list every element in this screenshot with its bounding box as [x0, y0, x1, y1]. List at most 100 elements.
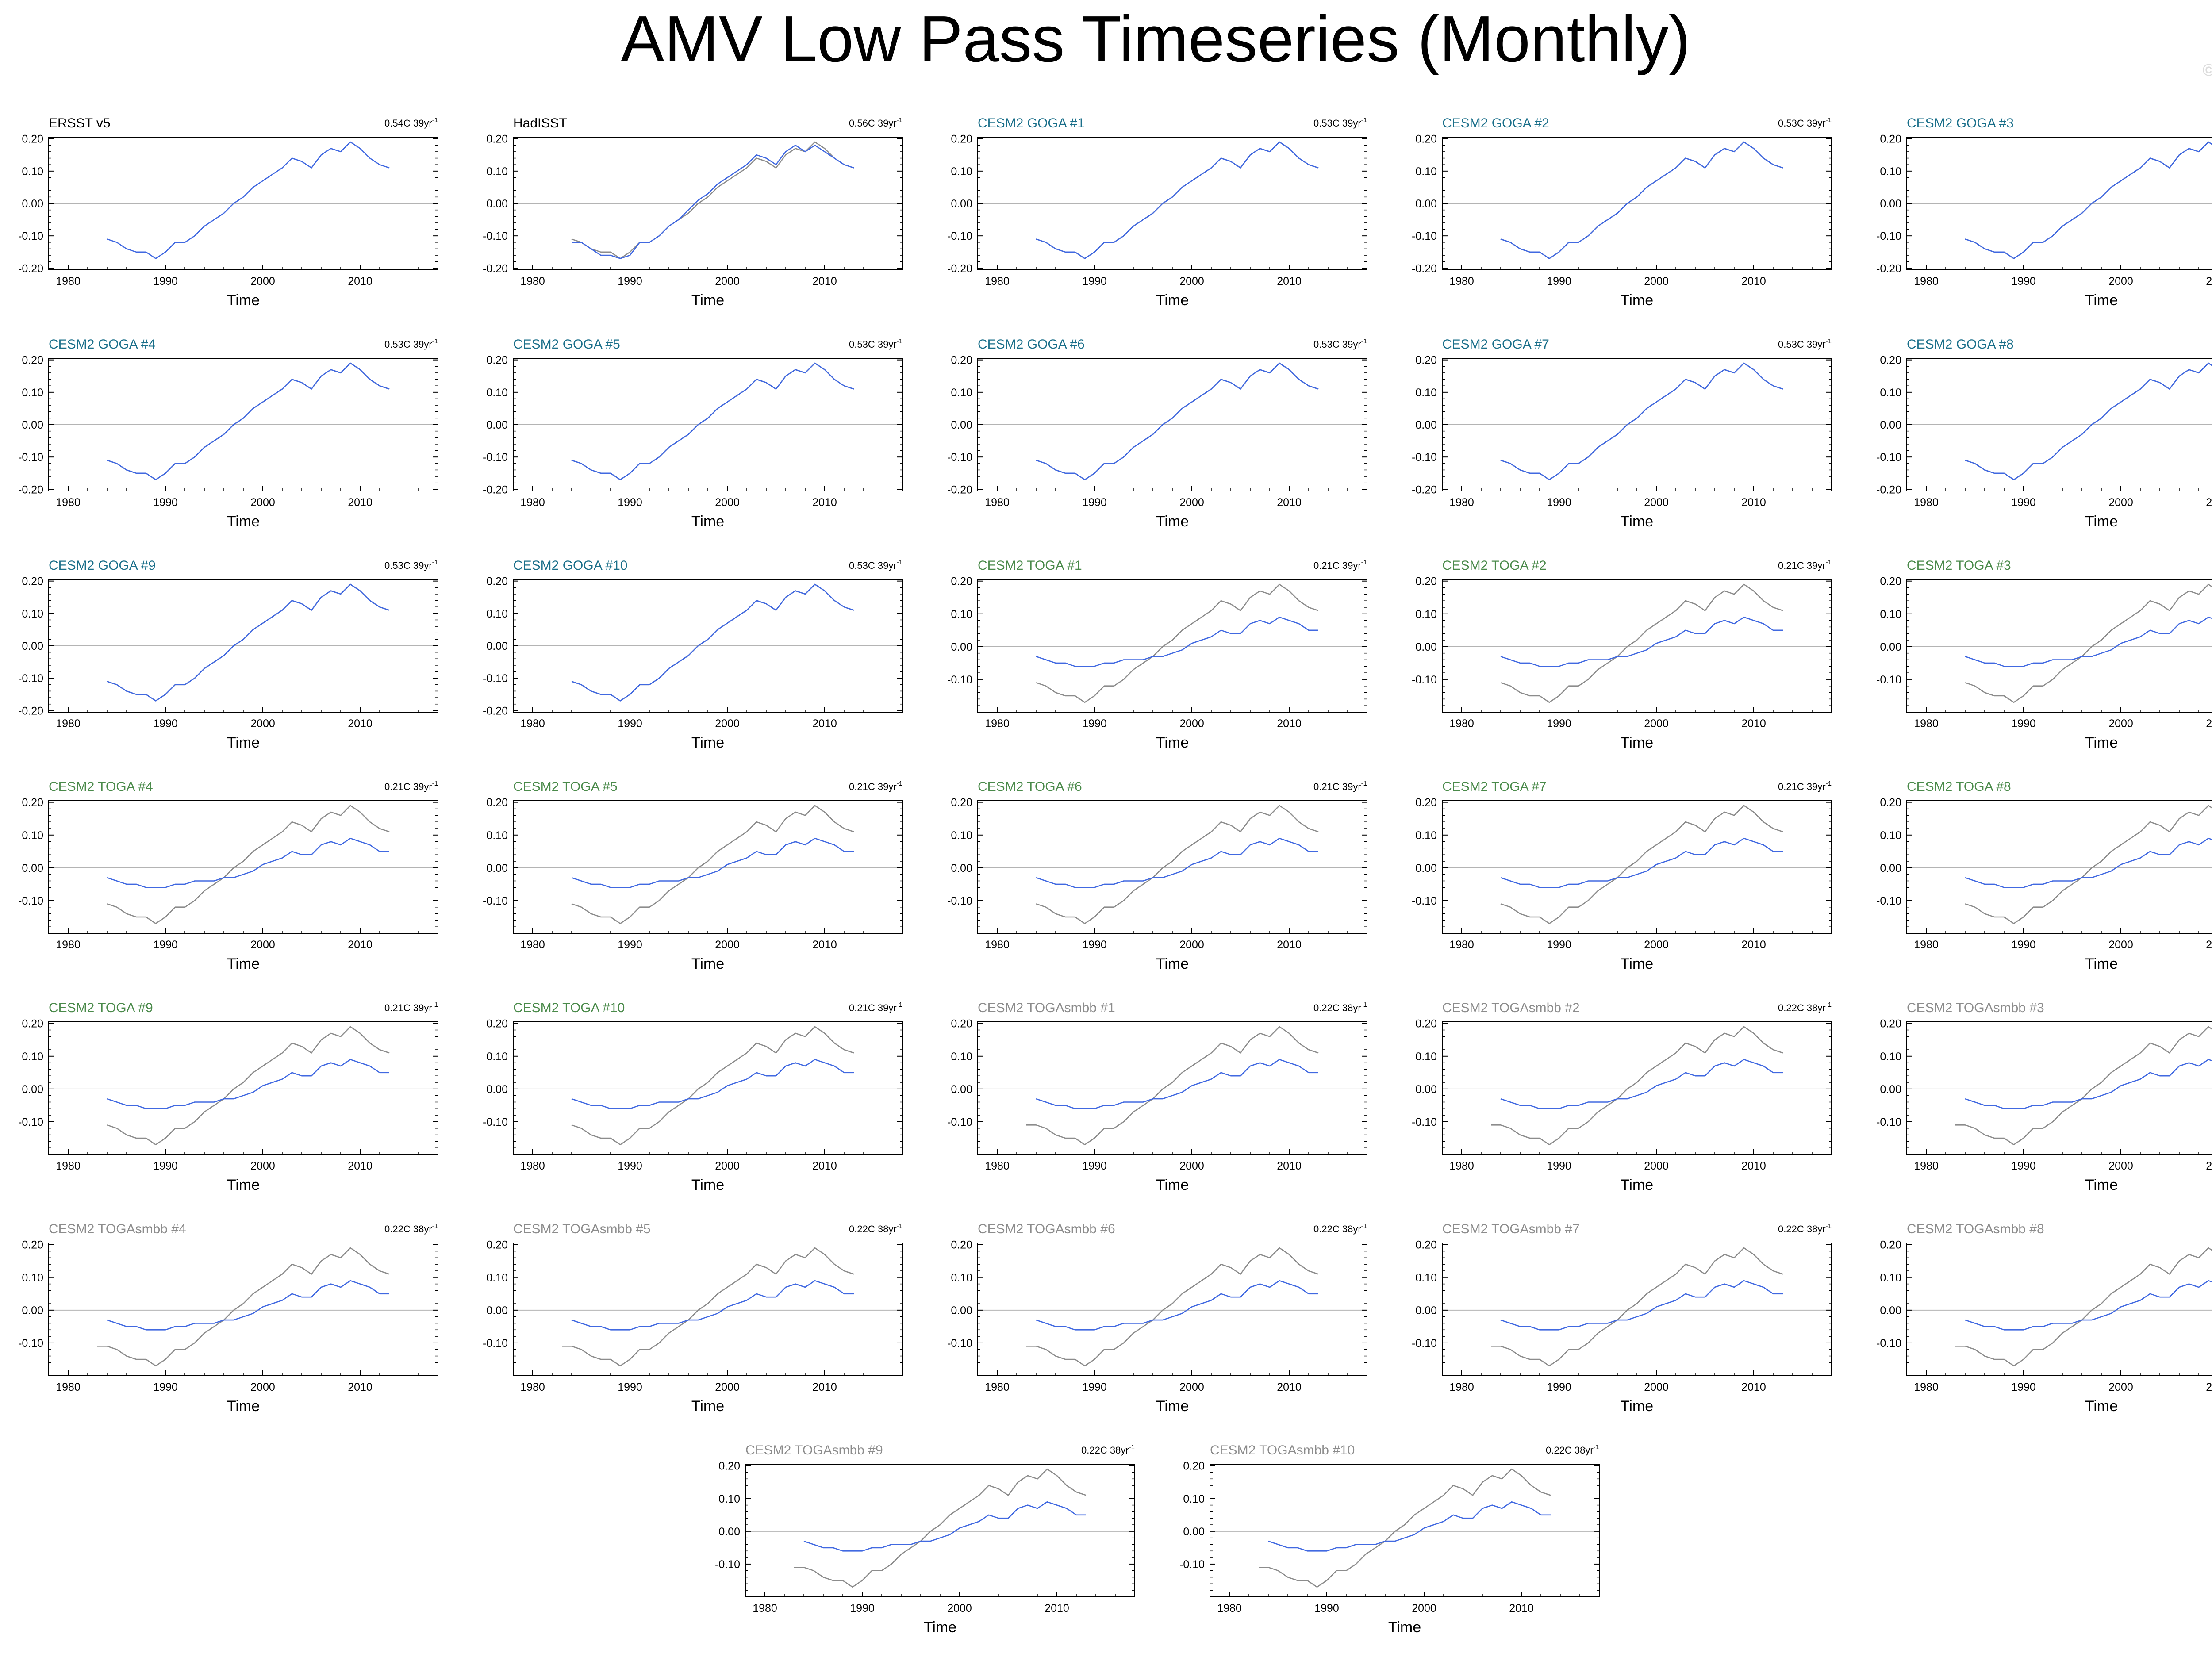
reference-series-line: [97, 1247, 390, 1367]
panel-title: CESM2 TOGAsmbb #4: [49, 1222, 186, 1236]
panel-title: CESM2 GOGA #5: [513, 337, 620, 352]
x-tick-label: 2000: [1179, 939, 1204, 951]
chart-panel-svg: CESM2 TOGAsmbb #2 0.22C 38yr-1 -0.10 0.00 0.…: [1412, 1001, 1832, 1193]
x-axis-label: Time: [691, 734, 724, 751]
y-tick-label: 0.20: [951, 354, 972, 367]
panel-title: CESM2 GOGA #9: [49, 558, 156, 573]
trend-value: 0.22C 38yr: [1778, 1224, 1826, 1235]
panel-title: CESM2 TOGA #8: [1907, 779, 2011, 794]
trend-value: 0.21C 39yr: [1313, 560, 1361, 571]
series-line: [1036, 837, 1318, 888]
y-tick-label: 0.20: [486, 133, 508, 146]
trend-exponent: -1: [1594, 1443, 1599, 1451]
chart-panel-svg: CESM2 GOGA #2 0.53C 39yr-1 -0.20 -0.10 0.00 0…: [1412, 116, 1832, 309]
trend-exponent: -1: [1826, 1001, 1832, 1009]
chart-panel: CESM2 GOGA #2 0.53C 39yr-1 -0.20 -0.10 0.00 0…: [1394, 84, 1832, 309]
series-line: [571, 362, 854, 480]
x-tick-label: 2010: [1277, 275, 1302, 288]
y-tick-label: 0.20: [951, 575, 972, 588]
y-tick-label: 0.10: [951, 608, 972, 621]
trend-value: 0.53C 39yr: [384, 339, 432, 350]
chart-panel: CESM2 GOGA #10 0.53C 39yr-1 -0.20 -0.10 0.00…: [465, 526, 903, 751]
y-tick-label: 0.10: [1880, 829, 1901, 842]
reference-series-line: [1026, 1247, 1319, 1367]
y-tick-label: 0.20: [1415, 133, 1437, 146]
x-axis-label: Time: [227, 1398, 260, 1415]
x-axis-label: Time: [227, 955, 260, 972]
trend-exponent: -1: [432, 1001, 438, 1009]
y-tick-label: 0.10: [1880, 1051, 1901, 1063]
trend-exponent: -1: [897, 780, 902, 787]
plot-frame: [1906, 800, 2212, 934]
reference-series-line: [1965, 805, 2212, 924]
y-tick-label: 0.00: [1880, 198, 1901, 210]
x-tick-label: 1990: [2011, 939, 2036, 951]
y-tick-label: 0.00: [1415, 862, 1437, 875]
y-tick-label: -0.10: [1412, 451, 1437, 464]
x-tick-label: 1980: [56, 496, 81, 509]
x-axis-label: Time: [691, 292, 724, 309]
chart-panel: CESM2 TOGAsmbb #7 0.22C 38yr-1 -0.10 0.00 0.…: [1394, 1190, 1832, 1415]
chart-panel-svg: CESM2 TOGAsmbb #5 0.22C 38yr-1 -0.10 0.00 0.…: [483, 1222, 903, 1415]
x-tick-label: 1990: [2011, 496, 2036, 509]
chart-panel: CESM2 TOGAsmbb #2 0.22C 38yr-1 -0.10 0.00 0.…: [1394, 969, 1832, 1193]
x-axis-label: Time: [2085, 292, 2118, 309]
series-line: [571, 1280, 854, 1331]
x-tick-label: 2010: [812, 496, 837, 509]
x-axis-label: Time: [1156, 1398, 1189, 1415]
trend-value: 0.21C 39yr: [1313, 781, 1361, 792]
y-tick-label: 0.00: [22, 1304, 43, 1317]
y-tick-label: -0.10: [1876, 1116, 1901, 1128]
y-tick-label: 0.00: [951, 198, 972, 210]
x-tick-label: 2010: [1741, 496, 1766, 509]
panel-title: CESM2 TOGA #2: [1442, 558, 1547, 573]
y-tick-label: 0.10: [951, 165, 972, 178]
y-tick-label: -0.20: [483, 262, 508, 275]
series-line: [1965, 1059, 2212, 1109]
y-tick-label: -0.10: [483, 1116, 508, 1128]
x-tick-label: 2000: [1179, 1160, 1204, 1172]
x-axis-label: Time: [924, 1619, 956, 1636]
x-tick-label: 2010: [1741, 939, 1766, 951]
y-tick-label: -0.10: [483, 230, 508, 242]
x-tick-label: 2010: [1277, 939, 1302, 951]
series-line: [1500, 1059, 1783, 1109]
panel-title: CESM2 TOGAsmbb #10: [1210, 1443, 1355, 1458]
x-tick-label: 2010: [812, 939, 837, 951]
x-tick-label: 2010: [2206, 939, 2212, 951]
plot-frame: [1906, 1243, 2212, 1376]
y-tick-label: 0.00: [486, 1083, 508, 1096]
y-tick-label: 0.10: [1415, 829, 1437, 842]
y-tick-label: 0.20: [486, 1239, 508, 1251]
series-line: [107, 362, 390, 480]
x-tick-label: 1990: [2011, 275, 2036, 288]
x-tick-label: 2000: [2108, 496, 2133, 509]
series-line: [803, 1501, 1086, 1552]
series-line: [107, 1059, 389, 1109]
y-tick-label: 0.00: [1183, 1526, 1205, 1538]
x-tick-label: 1990: [850, 1602, 875, 1615]
x-tick-label: 1980: [1914, 939, 1939, 951]
trend-value: 0.21C 39yr: [849, 1002, 897, 1013]
y-tick-label: 0.00: [22, 419, 43, 431]
x-axis-label: Time: [2085, 513, 2118, 530]
y-tick-label: -0.20: [947, 483, 972, 496]
chart-panel-svg: CESM2 TOGAsmbb #1 0.22C 38yr-1 -0.10 0.00 0.…: [947, 1001, 1367, 1193]
trend-label: 0.53C 39yr-1: [1778, 116, 1832, 129]
trend-value: 0.21C 39yr: [384, 781, 432, 792]
x-axis-label: Time: [227, 734, 260, 751]
x-tick-label: 2000: [1179, 717, 1204, 730]
y-tick-label: -0.20: [1412, 483, 1437, 496]
y-tick-label: 0.00: [22, 862, 43, 875]
x-tick-label: 2000: [2108, 717, 2133, 730]
chart-panel-svg: CESM2 TOGAsmbb #30.22C 38yr-1-0.100.000.…: [1876, 1001, 2212, 1193]
trend-value: 0.54C 39yr: [384, 118, 432, 129]
x-axis-label: Time: [1388, 1619, 1421, 1636]
x-tick-label: 2010: [812, 1160, 837, 1172]
y-tick-label: 0.00: [22, 1083, 43, 1096]
x-tick-label: 2000: [1179, 1381, 1204, 1393]
x-tick-label: 2000: [715, 717, 740, 730]
y-tick-label: -0.10: [715, 1558, 740, 1571]
chart-panel-svg: CESM2 GOGA #6 0.53C 39yr-1 -0.20 -0.10 0.00 0…: [947, 337, 1367, 530]
reference-series-line: [1500, 362, 1783, 480]
